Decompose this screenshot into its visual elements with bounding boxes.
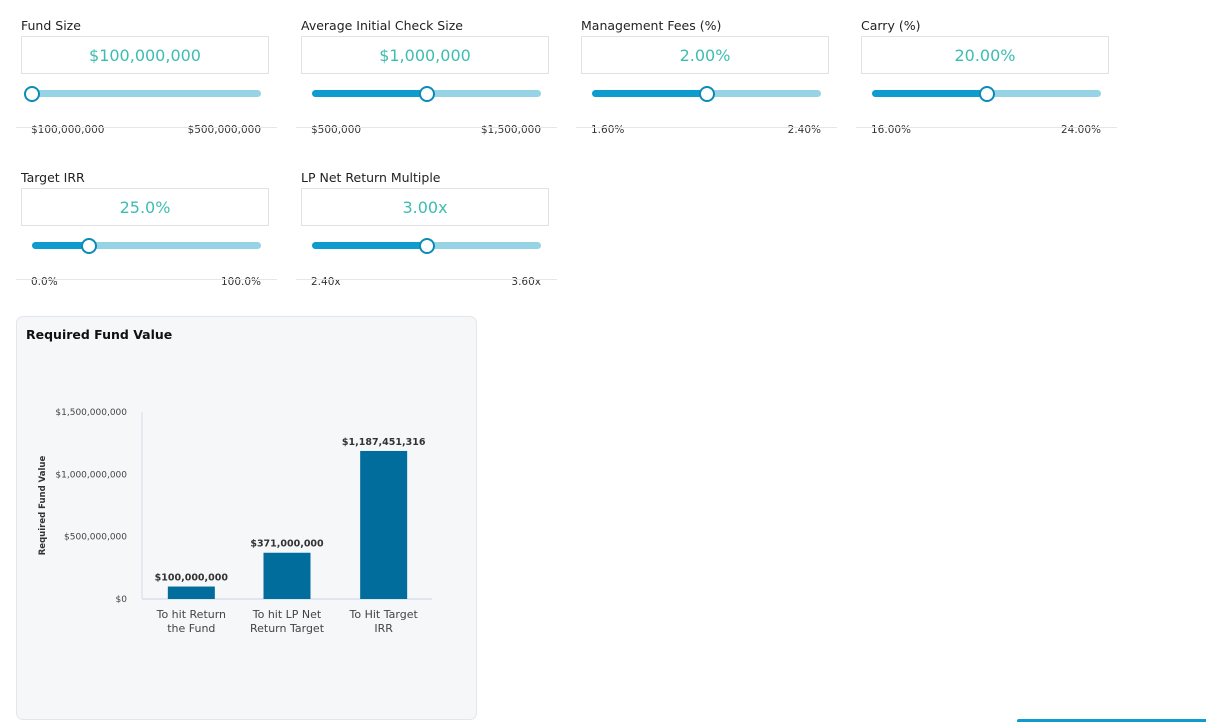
management-fees-min: 1.60%: [591, 124, 625, 136]
x-tick-label: Return Target: [250, 622, 325, 635]
management-fees-control: Management Fees (%) 2.00% 1.60% 2.40%: [576, 0, 837, 136]
slider-thumb[interactable]: [81, 238, 98, 254]
carry-label: Carry (%): [861, 18, 921, 33]
management-fees-max: 2.40%: [787, 124, 821, 136]
check-size-max: $1,500,000: [480, 124, 541, 136]
slider-thumb[interactable]: [24, 86, 40, 102]
chart-title: Required Fund Value: [26, 327, 173, 342]
required-fund-value-chart: $0 $500,000,000 $1,000,000,000 $1,500,000,0…: [38, 408, 432, 635]
lp-multiple-slider[interactable]: [312, 238, 541, 254]
lp-multiple-max: 3.60x: [511, 276, 541, 288]
slider-fill: [312, 90, 427, 97]
bar-value-label: $100,000,000: [155, 573, 229, 584]
lp-multiple-control: LP Net Return Multiple 3.00x 2.40x 3.60x: [296, 152, 557, 288]
bar: [167, 586, 215, 599]
required-fund-value-card: Required Fund Value $0 $500,000,000 $1,000…: [16, 316, 477, 720]
target-irr-slider[interactable]: [32, 238, 261, 254]
fund-size-label: Fund Size: [21, 18, 81, 33]
fund-size-control: Fund Size $100,000,000 $100,000,000 $500…: [16, 0, 277, 136]
slider-fill: [872, 90, 987, 97]
slider-thumb[interactable]: [418, 86, 435, 102]
y-tick-label: $500,000,000: [64, 533, 127, 543]
y-tick-label: $0: [116, 595, 128, 605]
check-size-input[interactable]: $1,000,000: [301, 36, 549, 74]
carry-slider[interactable]: [872, 86, 1101, 102]
fund-size-input[interactable]: $100,000,000: [21, 36, 269, 74]
slider-thumb[interactable]: [698, 86, 715, 102]
y-tick-label: $1,000,000,000: [55, 470, 127, 480]
lp-multiple-input[interactable]: 3.00x: [301, 188, 549, 226]
slider-fill: [592, 90, 707, 97]
y-axis-title: Required Fund Value: [38, 456, 48, 556]
bar-value-label: $1,187,451,316: [342, 437, 426, 448]
lp-multiple-min: 2.40x: [311, 276, 341, 288]
bar: [263, 552, 311, 599]
x-tick-label: the Fund: [167, 622, 215, 635]
slider-thumb[interactable]: [978, 86, 995, 102]
slider-thumb[interactable]: [418, 238, 435, 254]
x-tick-label: IRR: [374, 622, 393, 635]
target-irr-min: 0.0%: [31, 276, 58, 288]
check-size-min: $500,000: [311, 124, 362, 136]
target-irr-control: Target IRR 25.0% 0.0% 100.0%: [16, 152, 277, 288]
fund-size-slider[interactable]: [24, 86, 261, 102]
carry-control: Carry (%) 20.00% 16.00% 24.00%: [856, 0, 1117, 136]
carry-min: 16.00%: [871, 124, 912, 136]
check-size-control: Average Initial Check Size $1,000,000 $5…: [296, 0, 557, 136]
slider-fill: [32, 242, 90, 249]
bar-value-label: $371,000,000: [250, 539, 324, 550]
bar: [360, 450, 408, 599]
bottom-right-accent-bar: [1017, 719, 1206, 722]
check-size-label: Average Initial Check Size: [301, 18, 463, 33]
target-irr-label: Target IRR: [21, 170, 85, 185]
x-tick-label: To Hit Target: [349, 608, 419, 621]
target-irr-max: 100.0%: [220, 276, 261, 288]
fund-size-min: $100,000,000: [31, 124, 105, 136]
management-fees-slider[interactable]: [592, 86, 821, 102]
y-tick-label: $1,500,000,000: [55, 408, 127, 418]
target-irr-input[interactable]: 25.0%: [21, 188, 269, 226]
carry-max: 24.00%: [1060, 124, 1101, 136]
management-fees-input[interactable]: 2.00%: [581, 36, 829, 74]
x-tick-label: To hit LP Net: [252, 608, 322, 621]
fund-size-max: $500,000,000: [187, 124, 261, 136]
slider-fill: [312, 242, 427, 249]
lp-multiple-label: LP Net Return Multiple: [301, 170, 441, 185]
check-size-slider[interactable]: [312, 86, 541, 102]
x-tick-label: To hit Return: [156, 608, 226, 621]
carry-input[interactable]: 20.00%: [861, 36, 1109, 74]
management-fees-label: Management Fees (%): [581, 18, 722, 33]
